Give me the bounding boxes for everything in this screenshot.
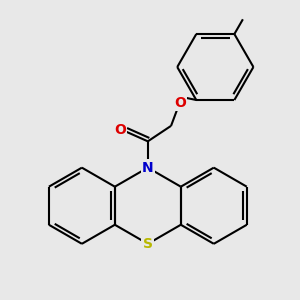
Text: O: O: [114, 123, 126, 137]
Text: N: N: [142, 160, 154, 175]
Text: S: S: [143, 237, 153, 251]
Text: O: O: [174, 96, 186, 110]
